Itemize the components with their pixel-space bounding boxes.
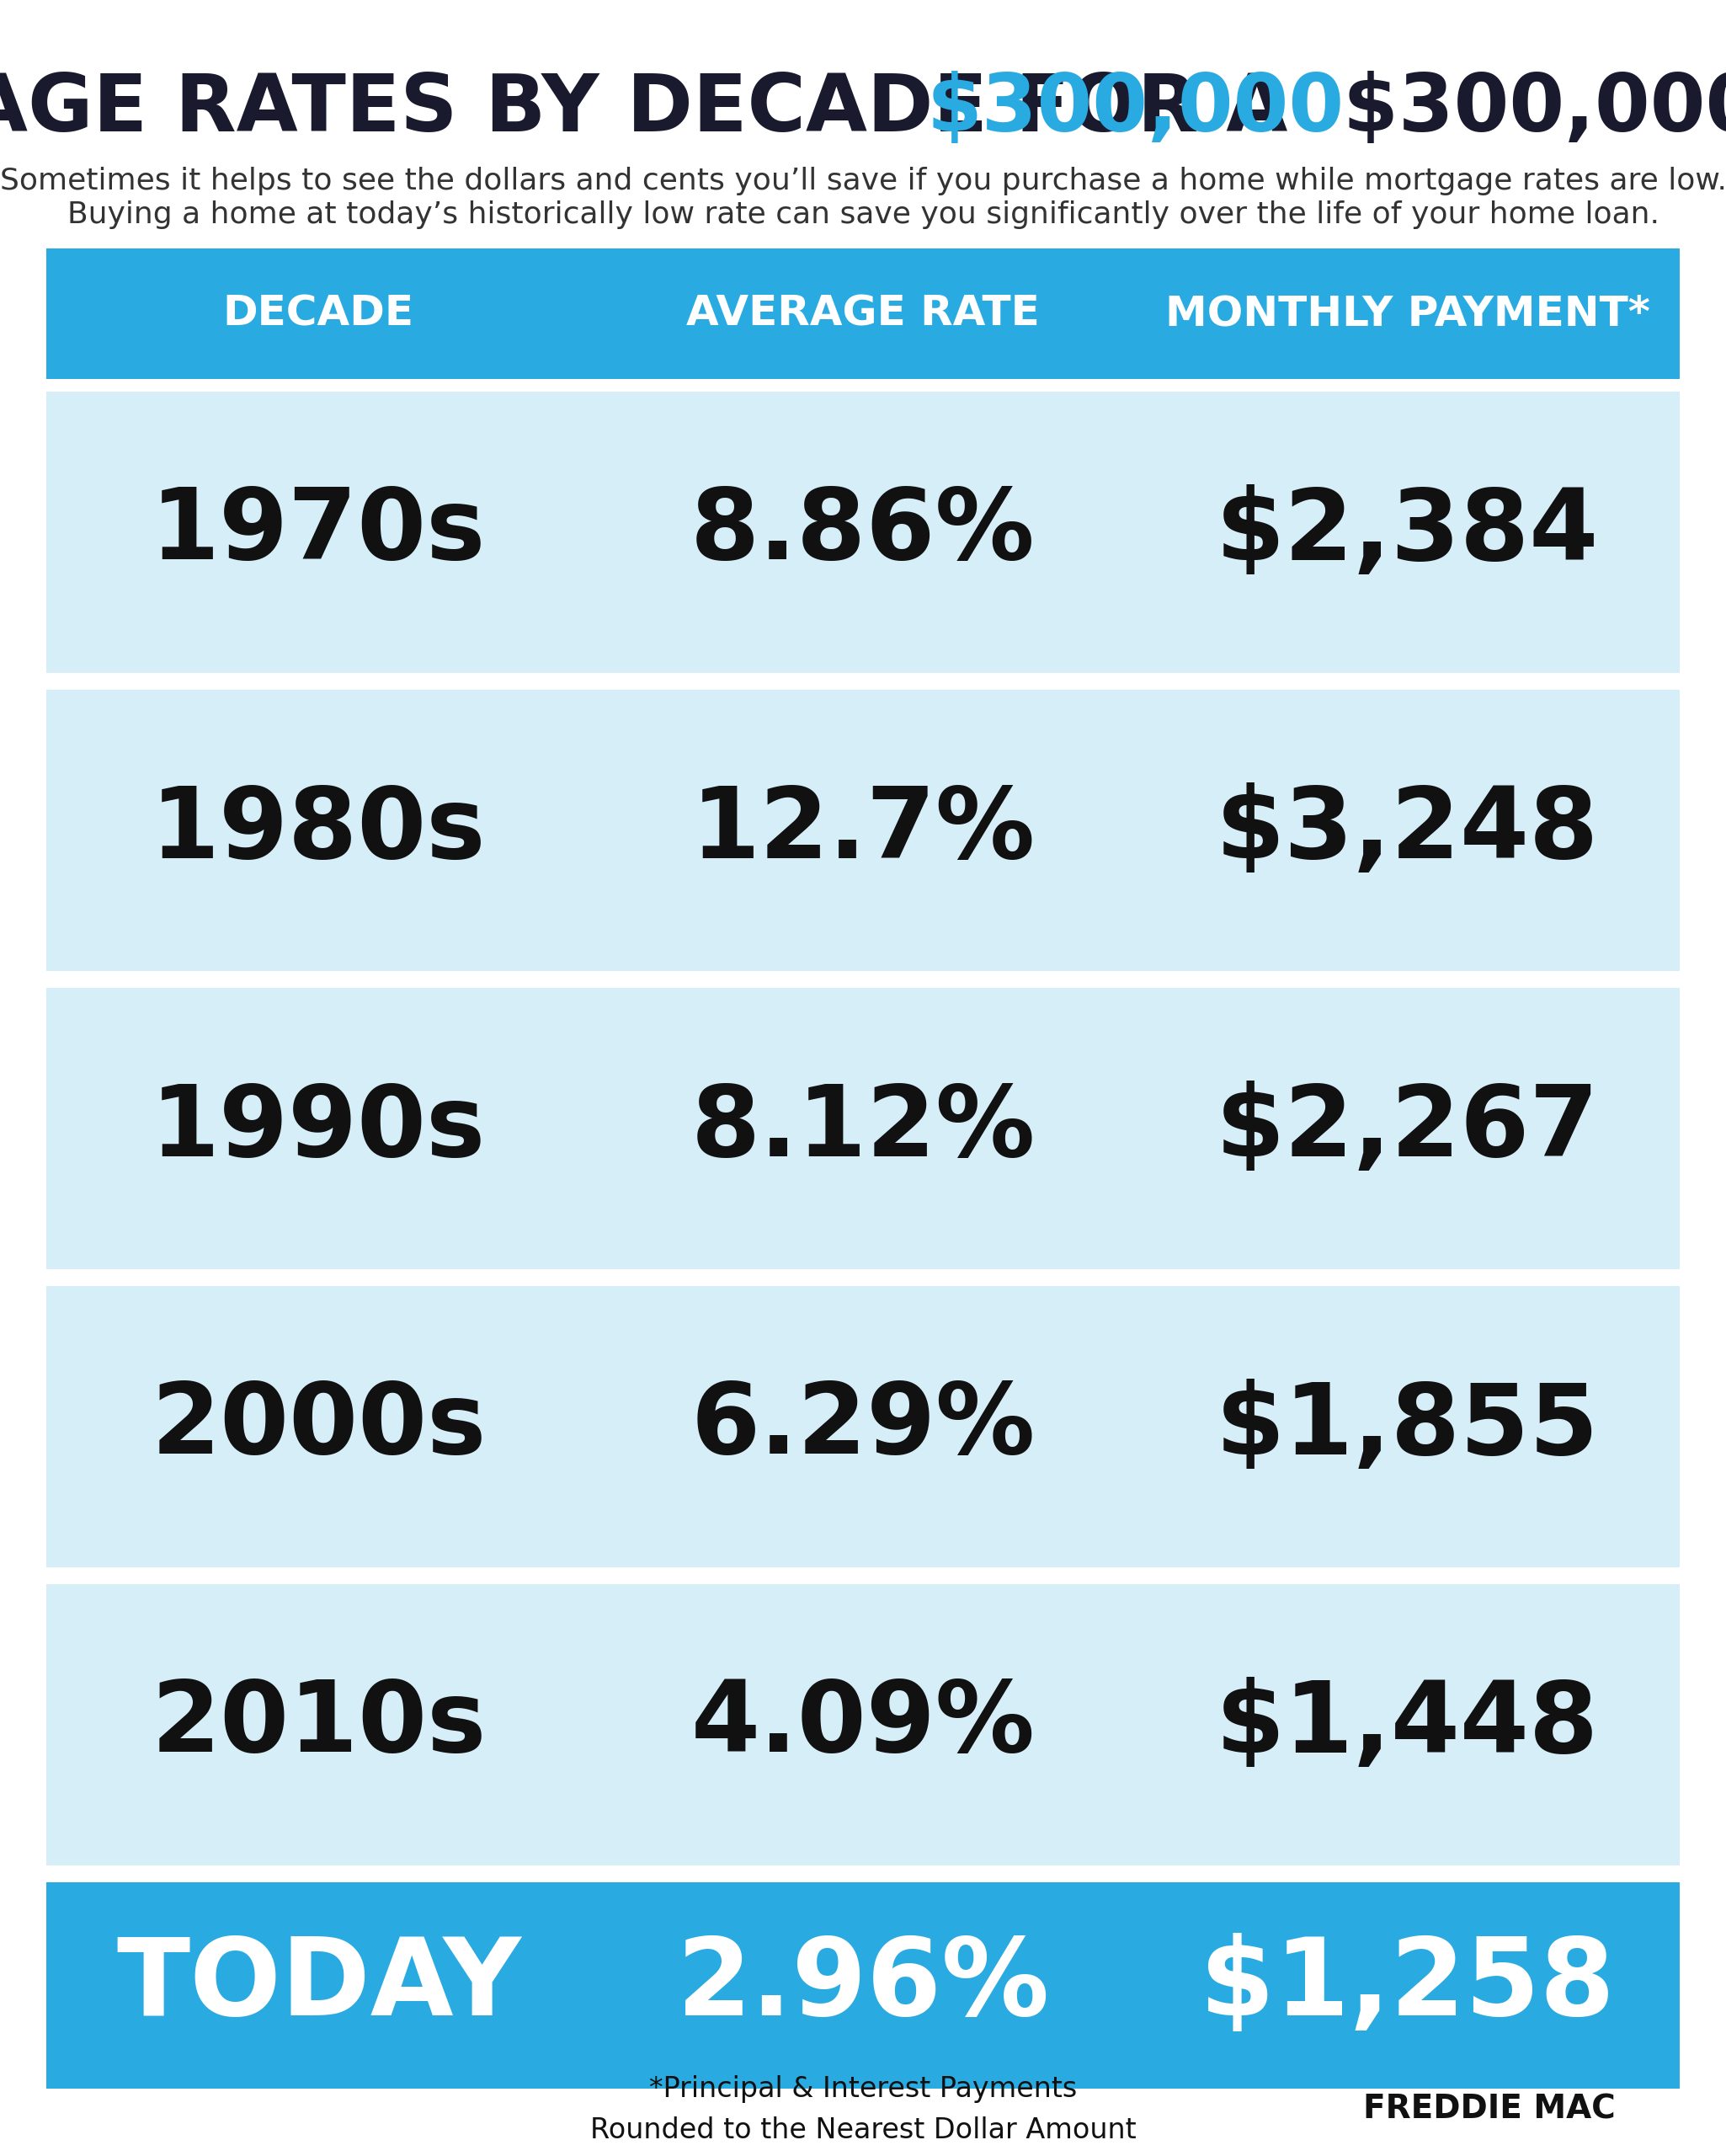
- Text: $1,258: $1,258: [1200, 1932, 1616, 2037]
- Text: AVERAGE RATE: AVERAGE RATE: [687, 293, 1039, 334]
- Text: 2.96%: 2.96%: [677, 1932, 1049, 2037]
- Text: $2,267: $2,267: [1215, 1080, 1600, 1177]
- Text: DECADE: DECADE: [223, 293, 414, 334]
- Text: 1970s: 1970s: [150, 483, 487, 580]
- Bar: [47, 1882, 1679, 2089]
- Text: $1,855: $1,855: [1215, 1378, 1600, 1475]
- Bar: [47, 987, 1679, 1270]
- Bar: [47, 1585, 1679, 1865]
- Text: 8.12%: 8.12%: [690, 1080, 1036, 1177]
- Text: Sometimes it helps to see the dollars and cents you’ll save if you purchase a ho: Sometimes it helps to see the dollars an…: [0, 166, 1726, 196]
- Text: MORTGAGE RATES BY DECADE FOR A  $300,000  HOME: MORTGAGE RATES BY DECADE FOR A $300,000 …: [0, 71, 1726, 149]
- Text: 12.7%: 12.7%: [690, 783, 1036, 880]
- Text: 6.29%: 6.29%: [690, 1378, 1036, 1475]
- Text: 4.09%: 4.09%: [690, 1677, 1036, 1772]
- Text: Buying a home at today’s historically low rate can save you significantly over t: Buying a home at today’s historically lo…: [67, 201, 1659, 229]
- Bar: [47, 248, 1679, 379]
- Text: $1,448: $1,448: [1215, 1677, 1598, 1772]
- Text: TODAY: TODAY: [116, 1932, 521, 2037]
- Text: 1980s: 1980s: [150, 783, 487, 880]
- Text: 2010s: 2010s: [150, 1677, 487, 1772]
- Bar: [47, 1285, 1679, 1567]
- Text: $3,248: $3,248: [1215, 783, 1598, 880]
- Text: 1990s: 1990s: [150, 1080, 487, 1177]
- Text: 8.86%: 8.86%: [690, 483, 1036, 580]
- Text: MONTHLY PAYMENT*: MONTHLY PAYMENT*: [1165, 293, 1650, 334]
- Text: $2,384: $2,384: [1215, 483, 1598, 580]
- Text: FREDDIE MAC: FREDDIE MAC: [1364, 2093, 1616, 2126]
- Text: *Principal & Interest Payments
Rounded to the Nearest Dollar Amount: *Principal & Interest Payments Rounded t…: [590, 2076, 1136, 2143]
- Bar: [47, 392, 1679, 673]
- Text: 2000s: 2000s: [150, 1378, 487, 1475]
- Bar: [47, 690, 1679, 970]
- Text: $300,000: $300,000: [927, 71, 1345, 149]
